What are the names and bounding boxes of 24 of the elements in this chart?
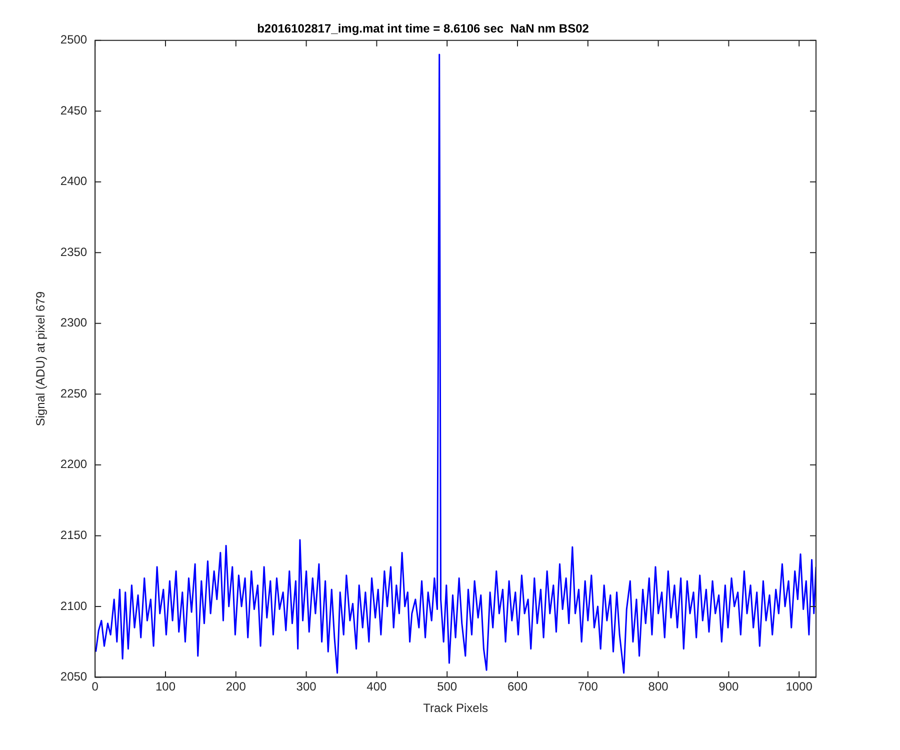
y-tick-label: 2050: [60, 670, 88, 684]
y-tick-label: 2500: [60, 32, 88, 47]
x-tick-label: 1000: [786, 680, 813, 694]
x-tick-label: 500: [437, 680, 458, 694]
x-tick-label: 400: [366, 680, 388, 694]
y-tick-label: 2450: [60, 103, 88, 118]
chart-title: b2016102817_img.mat int time = 8.6106 sec NaN nm BS02: [257, 22, 590, 36]
x-tick-label: 100: [155, 680, 176, 694]
y-tick-label: 2300: [60, 316, 88, 330]
y-tick-label: 2250: [60, 386, 88, 400]
y-tick-label: 2400: [60, 174, 88, 188]
x-tick-label: 600: [507, 680, 528, 694]
y-tick-label: 2200: [60, 457, 88, 472]
x-tick-label: 900: [718, 680, 740, 694]
x-axis-title: Track Pixels: [423, 701, 488, 716]
x-tick-label: 700: [578, 680, 598, 694]
y-tick-label: 2150: [60, 528, 88, 542]
y-tick-label: 2350: [60, 244, 88, 259]
y-tick-label: 2100: [60, 598, 88, 613]
x-tick-label: 300: [296, 680, 317, 694]
x-tick-label: 0: [92, 680, 99, 694]
x-tick-label: 200: [226, 680, 246, 694]
x-tick-label: 800: [648, 680, 669, 694]
y-axis-title: Signal (ADU) at pixel 679: [34, 291, 48, 426]
